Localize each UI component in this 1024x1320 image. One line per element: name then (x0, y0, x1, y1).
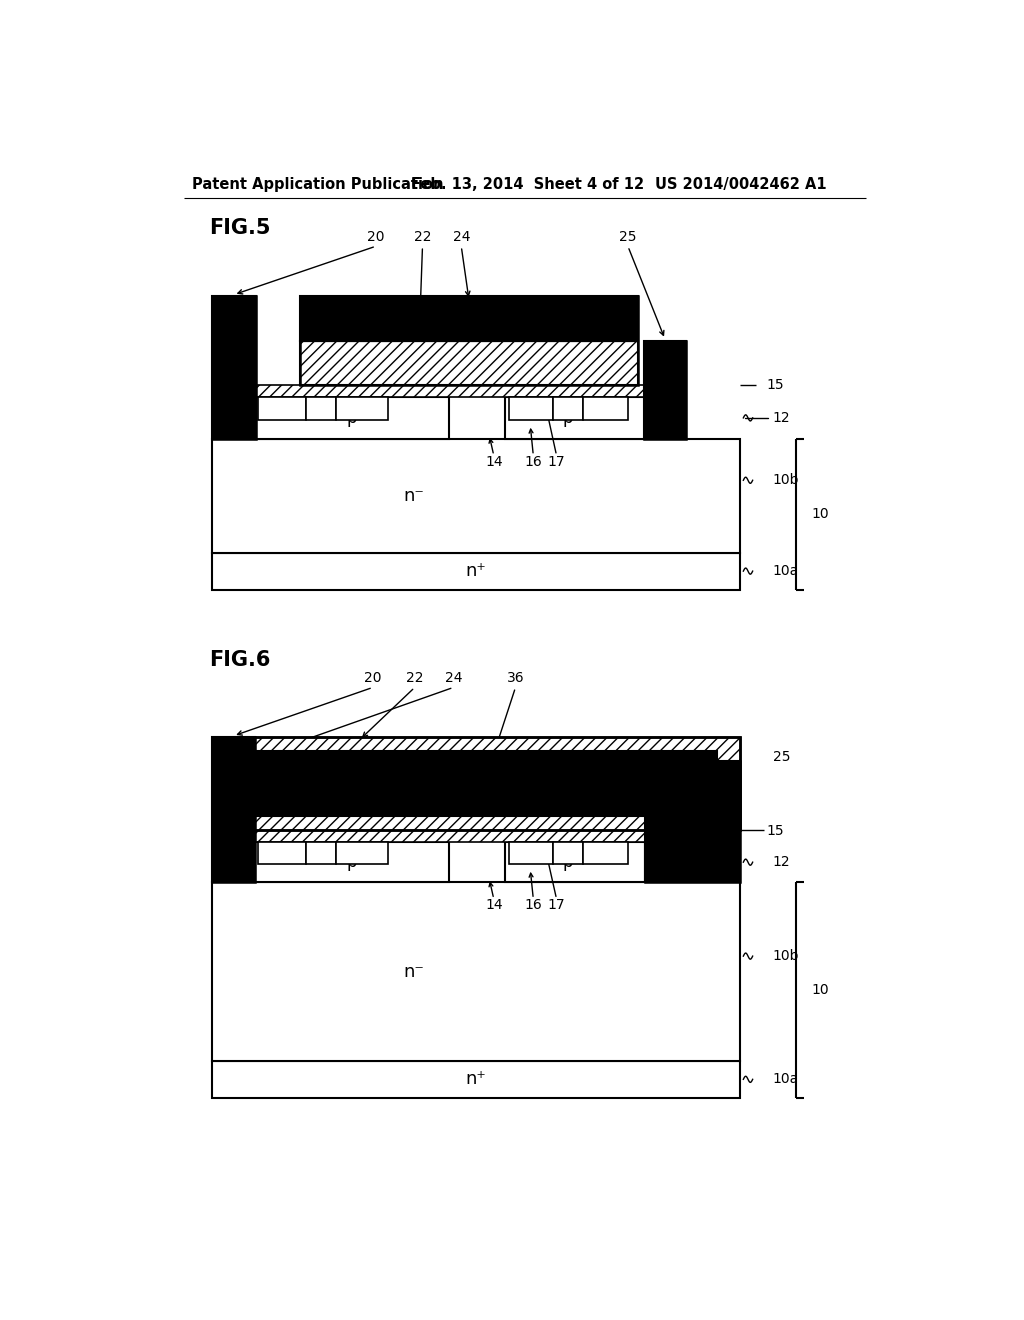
Text: FIG.6: FIG.6 (209, 651, 270, 671)
Text: 22: 22 (414, 230, 431, 244)
Bar (645, 760, 740, 882)
Bar (212, 438, 740, 553)
Text: 25: 25 (620, 230, 637, 244)
Text: +: + (605, 843, 613, 853)
Text: Patent Application Publication: Patent Application Publication (191, 177, 443, 193)
Text: 20: 20 (365, 671, 382, 685)
Text: n: n (278, 846, 286, 859)
Text: p: p (347, 409, 357, 426)
Bar (255, 397, 449, 438)
Text: +: + (362, 843, 370, 853)
Text: +: + (568, 400, 575, 408)
Bar (212, 738, 740, 830)
Text: 10b: 10b (773, 949, 800, 964)
Text: 17: 17 (548, 899, 565, 912)
Text: +: + (568, 843, 575, 853)
Bar (583, 397, 628, 420)
Bar (583, 842, 628, 863)
Text: n: n (526, 846, 535, 859)
Text: n⁺: n⁺ (466, 1071, 486, 1088)
Text: 22: 22 (406, 671, 424, 685)
Text: p: p (563, 846, 571, 859)
Bar (306, 842, 336, 863)
Text: 24: 24 (444, 671, 462, 685)
Bar (300, 296, 638, 341)
Text: 15: 15 (767, 378, 784, 392)
Text: p: p (316, 846, 325, 859)
Bar (306, 397, 336, 420)
Text: Feb. 13, 2014  Sheet 4 of 12: Feb. 13, 2014 Sheet 4 of 12 (411, 177, 644, 193)
Text: p: p (316, 403, 325, 416)
Bar (336, 842, 388, 863)
Bar (212, 296, 256, 438)
Bar (509, 397, 554, 420)
Bar (506, 397, 645, 438)
Bar (212, 553, 740, 590)
Text: n: n (601, 403, 608, 416)
Text: n⁻: n⁻ (403, 487, 424, 504)
Bar (258, 397, 306, 420)
Bar (554, 397, 583, 420)
Text: +: + (605, 400, 613, 408)
Text: n: n (278, 403, 286, 416)
Text: 16: 16 (524, 899, 542, 912)
Bar (509, 842, 554, 863)
Bar (212, 882, 740, 1061)
Bar (212, 738, 255, 882)
Text: FIG.5: FIG.5 (209, 218, 271, 238)
Text: p: p (562, 409, 572, 426)
Text: 14: 14 (485, 455, 503, 469)
Bar (644, 341, 686, 438)
Bar (554, 842, 583, 863)
Text: +: + (283, 400, 290, 408)
Bar (258, 842, 306, 863)
Bar (644, 341, 686, 438)
Text: n⁺: n⁺ (466, 562, 486, 579)
Text: 10a: 10a (773, 1072, 799, 1086)
Text: +: + (322, 843, 329, 853)
Text: 12: 12 (773, 411, 791, 425)
Text: 10a: 10a (773, 564, 799, 578)
Bar (255, 830, 645, 842)
Text: 36: 36 (507, 671, 524, 685)
Text: +: + (531, 400, 539, 408)
Text: 16: 16 (524, 455, 542, 469)
Text: p: p (563, 403, 571, 416)
Text: n⁻: n⁻ (403, 962, 424, 981)
Bar (336, 397, 388, 420)
Text: 24: 24 (453, 230, 470, 244)
Text: n: n (357, 846, 366, 859)
Text: 10: 10 (812, 983, 829, 997)
Bar (300, 296, 638, 385)
Bar (506, 842, 645, 882)
Text: 17: 17 (548, 455, 565, 469)
Text: 12: 12 (773, 855, 791, 869)
Text: +: + (531, 843, 539, 853)
Text: US 2014/0042462 A1: US 2014/0042462 A1 (655, 177, 826, 193)
Bar (234, 751, 717, 816)
Bar (255, 385, 645, 397)
Bar (212, 1061, 740, 1098)
Bar (300, 341, 638, 385)
Text: n: n (357, 403, 366, 416)
Text: 25: 25 (773, 750, 791, 764)
Bar (255, 842, 449, 882)
Text: 15: 15 (767, 825, 784, 838)
Text: +: + (283, 843, 290, 853)
Text: +: + (322, 400, 329, 408)
Text: +: + (362, 400, 370, 408)
Text: 14: 14 (485, 899, 503, 912)
Text: n: n (601, 846, 608, 859)
Text: 10b: 10b (773, 474, 800, 487)
Bar (212, 738, 740, 830)
Text: 10: 10 (812, 507, 829, 521)
Bar (645, 760, 740, 882)
Text: n: n (526, 403, 535, 416)
Bar (212, 296, 256, 438)
Bar (212, 738, 255, 882)
Text: 20: 20 (368, 230, 385, 244)
Text: p: p (347, 853, 357, 871)
Text: p: p (562, 853, 572, 871)
